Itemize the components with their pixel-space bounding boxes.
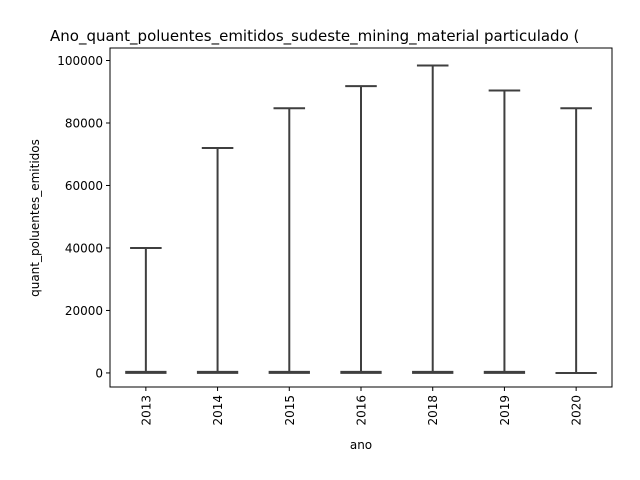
chart-title: Ano_quant_poluentes_emitidos_sudeste_min…	[50, 27, 579, 46]
y-tick-label: 60000	[65, 179, 103, 193]
y-axis-ticks: 0 20000 40000 60000 80000 100000	[57, 54, 110, 380]
box-series	[125, 64, 597, 374]
box-2018	[412, 64, 454, 374]
x-axis-label: ano	[350, 438, 372, 452]
x-tick-label: 2020	[570, 395, 584, 426]
box-2015	[268, 107, 310, 374]
box-2016	[340, 85, 382, 374]
x-tick-label: 2016	[355, 395, 369, 426]
x-tick-label: 2018	[426, 395, 440, 426]
x-tick-label: 2019	[498, 395, 512, 426]
y-tick-label: 0	[95, 366, 103, 380]
box-2020	[555, 107, 597, 374]
x-tick-label: 2014	[211, 395, 225, 426]
box-2013	[125, 246, 167, 374]
y-axis-label: quant_poluentes_emitidos	[28, 139, 42, 297]
plot-area-frame	[109, 47, 613, 388]
x-tick-label: 2013	[139, 395, 153, 426]
x-axis-ticks: 2013 2014 2015 2016 2018 2019 2020	[139, 387, 584, 426]
box-2014	[196, 146, 239, 374]
x-tick-label: 2015	[283, 395, 297, 426]
y-tick-label: 80000	[65, 116, 103, 130]
y-tick-label: 40000	[65, 241, 103, 255]
y-tick-label: 20000	[65, 304, 103, 318]
y-tick-label: 100000	[57, 54, 103, 68]
box-2019	[483, 89, 526, 374]
